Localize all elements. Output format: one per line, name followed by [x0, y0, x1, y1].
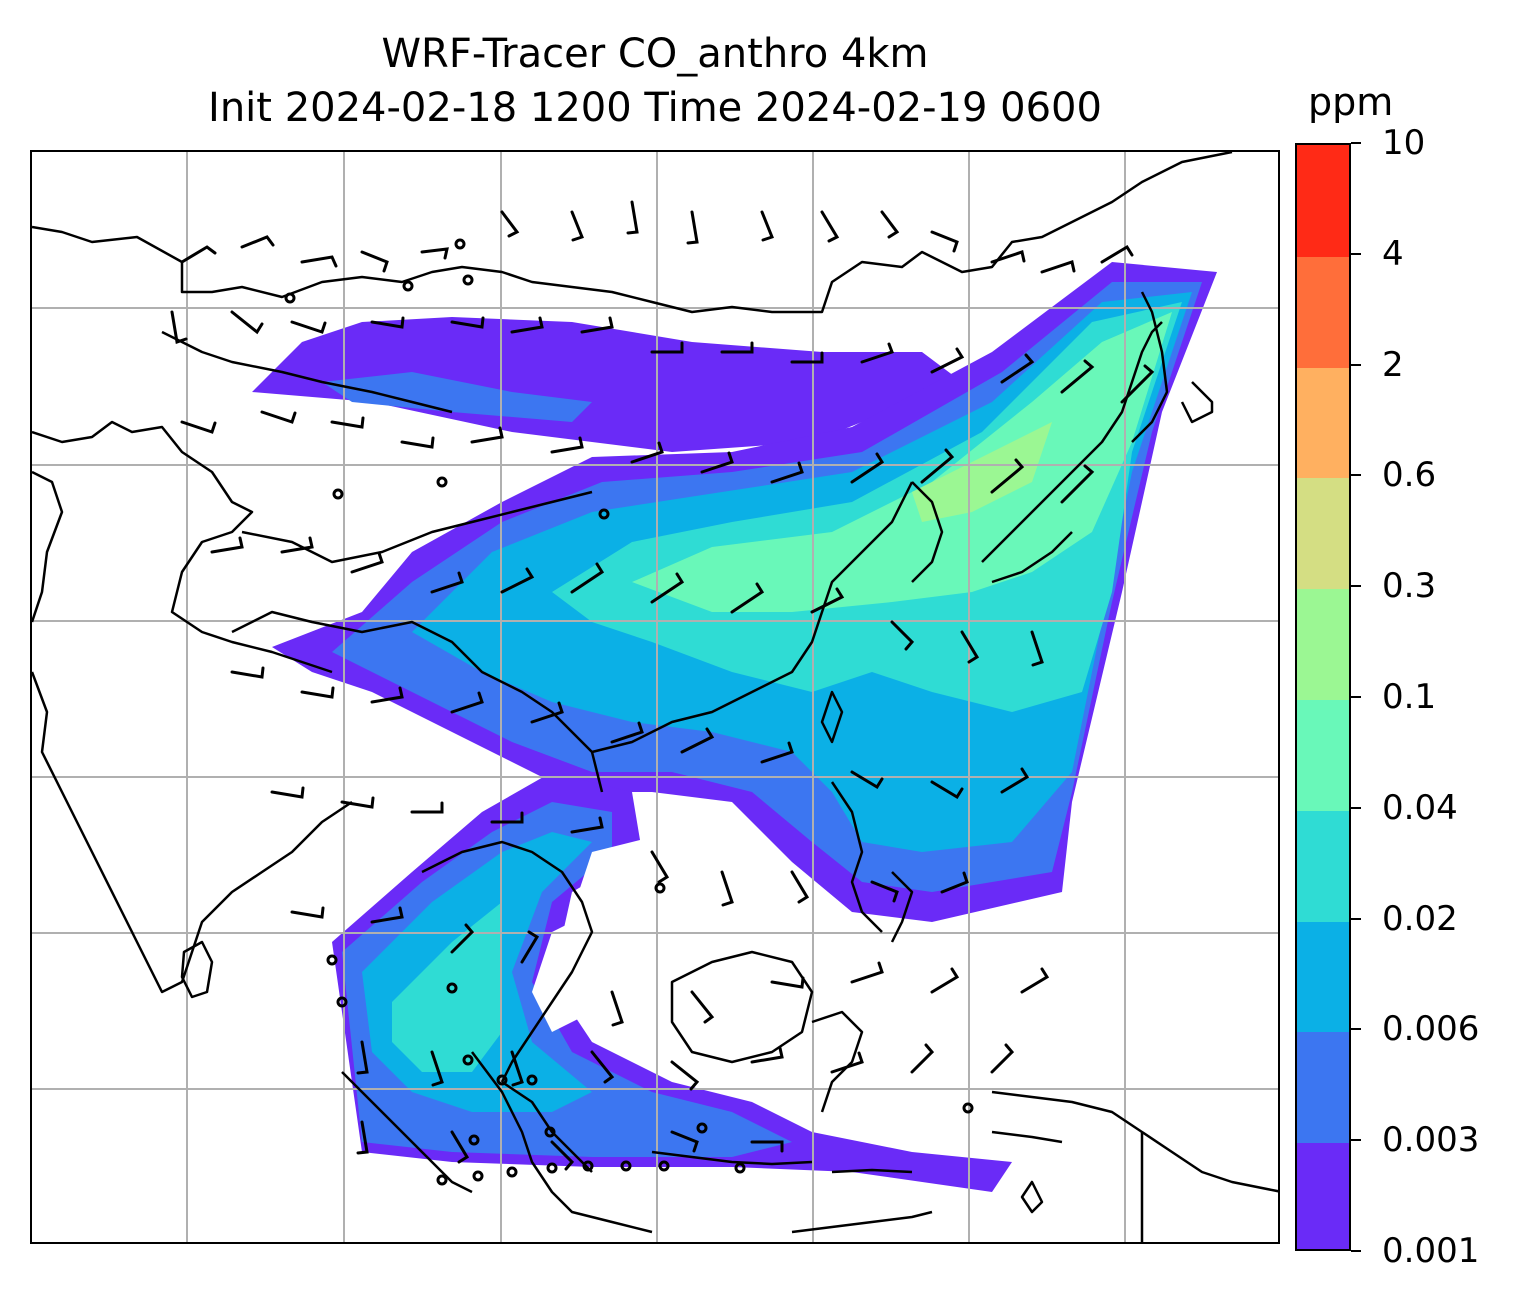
colorbar-tick-label: 0.3 [1382, 566, 1437, 607]
colorbar-tick-label: 0.02 [1382, 898, 1458, 939]
colorbar-segment [1297, 1142, 1349, 1249]
colorbar-tick-label: 0.1 [1382, 677, 1437, 717]
colorbar-tick-label: 0.001 [1382, 1231, 1480, 1271]
map-subtitle: Init 2024-02-18 1200 Time 2024-02-19 060… [208, 85, 1102, 131]
colorbar-tick [1351, 142, 1361, 144]
colorbar-segment [1297, 809, 1349, 922]
gridlines [32, 152, 1278, 1242]
colorbar-tick-label: 0.003 [1382, 1120, 1480, 1161]
contour-band-lowest [252, 317, 962, 452]
colorbar-tick-label: 0.04 [1382, 787, 1458, 828]
colorbar-tick [1351, 1250, 1361, 1252]
colorbar [1295, 143, 1351, 1251]
colorbar-segment [1297, 477, 1349, 590]
colorbar-segment [1297, 920, 1349, 1033]
contour-band-low [322, 372, 592, 422]
map-panel [30, 150, 1280, 1244]
colorbar-tick [1351, 363, 1361, 366]
colorbar-segment [1297, 145, 1349, 257]
colorbar-tick-label: 0.6 [1382, 455, 1437, 496]
colorbar-segment [1297, 588, 1349, 700]
colorbar-segment [1297, 699, 1349, 811]
tracer-map [32, 152, 1278, 1242]
colorbar-tick-label: 2 [1382, 344, 1404, 385]
contour-band-main-5 [632, 312, 1172, 612]
calm-wind-markers [284, 238, 974, 1186]
colorbar-segment [1297, 366, 1349, 479]
colorbar-segment [1297, 1031, 1349, 1144]
coastlines [32, 152, 1278, 1242]
colorbar-tick-label: 4 [1382, 233, 1404, 274]
colorbar-tick [1351, 585, 1361, 588]
colorbar-tick [1351, 252, 1361, 255]
colorbar-tick [1351, 1139, 1361, 1142]
colorbar-tick [1351, 1028, 1361, 1031]
colorbar-tick [1351, 474, 1361, 477]
colorbar-tick [1351, 806, 1361, 809]
map-title: WRF-Tracer CO_anthro 4km [381, 31, 929, 77]
colorbar-unit: ppm [1308, 80, 1394, 124]
clean-air-south-china-sea [572, 832, 792, 982]
colorbar-segment [1297, 255, 1349, 368]
tracer-field [252, 262, 1217, 1192]
colorbar-tick-label: 10 [1382, 123, 1426, 163]
wind-barbs [170, 200, 1155, 1171]
colorbar-tick [1351, 696, 1361, 698]
colorbar-tick [1351, 917, 1361, 920]
colorbar-tick-label: 0.006 [1382, 1009, 1480, 1050]
contour-band-main-6 [912, 422, 1052, 522]
